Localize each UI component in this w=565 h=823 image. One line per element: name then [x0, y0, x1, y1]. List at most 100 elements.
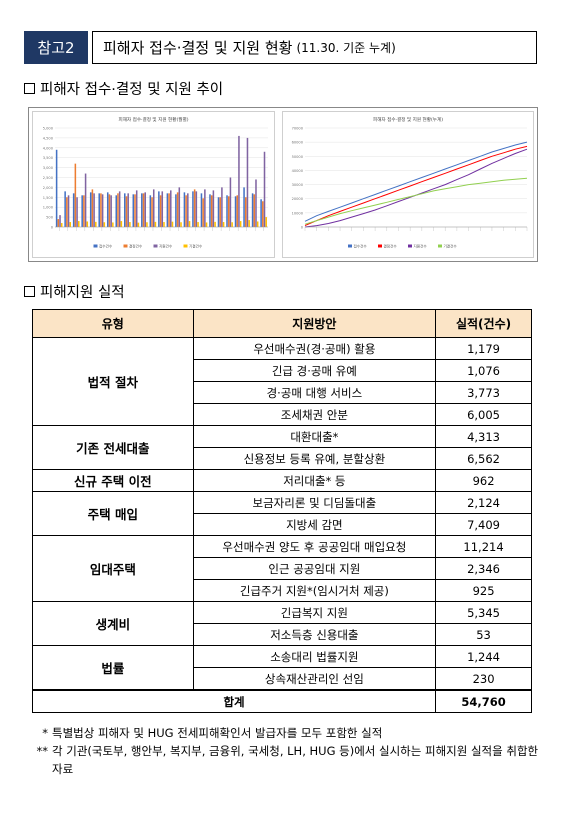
bar	[183, 192, 186, 227]
y-tick-label: 3,500	[43, 156, 54, 160]
y-tick-label: 60000	[292, 141, 304, 145]
table-row: 경·공매 대행 서비스 3,773	[33, 381, 532, 404]
bar	[204, 189, 206, 227]
bar	[180, 222, 182, 227]
bar	[205, 222, 208, 227]
legend-label: 지원건수	[414, 244, 428, 249]
bar	[124, 193, 126, 227]
count-cell: 962	[435, 469, 532, 492]
legend-label: 결정건수	[384, 244, 398, 249]
header-count: 실적(건수)	[435, 309, 532, 338]
bar	[214, 221, 216, 227]
table-row: 주택 매입 보금자리론 및 디딤돌대출 2,124	[32, 491, 532, 536]
table-row: 지방세 감면 7,409	[33, 513, 532, 536]
legend-label: 접수건수	[99, 244, 113, 249]
bar	[248, 220, 250, 227]
bar	[72, 193, 75, 227]
chart-title: 피해자 접수·결정 및 지원 현황(누계)	[373, 116, 443, 123]
count-cell: 1,244	[435, 645, 532, 668]
page-header: 참고2 피해자 접수·결정 및 지원 현황 (11.30. 기준 누계)	[24, 31, 537, 64]
bar	[132, 194, 135, 227]
bar	[100, 193, 102, 227]
method-cell: 긴급 경·공매 유예	[192, 359, 437, 382]
y-tick-label: 500	[46, 216, 54, 220]
bar	[152, 189, 155, 227]
section-support: 피해지원 실적	[24, 281, 125, 302]
y-tick-label: 0	[301, 226, 304, 230]
section-trend: 피해자 접수·결정 및 지원 추이	[24, 78, 223, 99]
header-method: 지원방안	[192, 309, 437, 338]
bar	[251, 193, 254, 227]
bar	[57, 219, 60, 227]
method-cell: 긴급복지 지원	[192, 601, 437, 624]
y-tick-label: 20000	[292, 197, 304, 201]
bar	[120, 221, 123, 227]
support-table: 유형 지원방안 실적(건수) 법적 절차 우선매수권(경·공매) 활용 1,17…	[31, 309, 532, 713]
series-line	[304, 148, 528, 228]
bar	[221, 187, 223, 227]
bar	[55, 149, 58, 227]
bar	[195, 191, 198, 227]
bar	[176, 192, 179, 227]
bar	[246, 137, 249, 227]
table-row: 신규 주택 이전 저리대출* 등 962	[32, 469, 532, 492]
bar	[76, 197, 78, 227]
legend-swatch	[408, 244, 412, 248]
bar	[234, 196, 237, 227]
table-row: 생계비 긴급복지 지원 5,345	[32, 601, 532, 646]
series-line	[304, 141, 528, 222]
section-support-title: 피해지원 실적	[40, 285, 125, 301]
legend-swatch	[123, 244, 128, 248]
table-row: 긴급 경·공매 유예 1,076	[33, 359, 532, 382]
bar	[110, 195, 112, 227]
bar	[84, 173, 87, 227]
bar	[64, 191, 66, 227]
bar	[83, 195, 85, 227]
table-row: 긴급주거 지원*(임시거처 제공) 925	[33, 579, 532, 602]
total-row: 합계 54,760	[31, 689, 532, 713]
y-tick-label: 1,000	[43, 206, 54, 210]
bar	[158, 191, 160, 227]
bar	[219, 197, 221, 227]
chart-title: 피해자 접수·결정 및 지원 현황(월별)	[118, 116, 188, 123]
bar	[222, 222, 225, 227]
count-cell: 2,346	[435, 557, 532, 580]
series-line	[304, 145, 528, 227]
y-tick-label: 4,500	[43, 136, 54, 140]
bar	[151, 197, 153, 227]
bar	[229, 177, 232, 227]
bar	[117, 193, 119, 227]
y-tick-label: 2,000	[43, 186, 54, 190]
bar	[118, 191, 121, 227]
footnote-mark: *	[42, 726, 48, 740]
bar	[168, 193, 170, 227]
bar	[243, 187, 245, 227]
legend-label: 접수건수	[354, 244, 368, 249]
method-cell: 신용정보 등록 유예, 분할상환	[192, 447, 437, 470]
bar	[135, 190, 138, 227]
bar	[146, 222, 148, 227]
category-cell: 기존 전세대출	[32, 425, 194, 470]
count-cell: 2,124	[435, 491, 532, 514]
legend-label: 결정건수	[129, 244, 143, 249]
bar	[137, 222, 140, 227]
bar	[265, 217, 267, 227]
bar	[115, 195, 118, 227]
bar	[231, 222, 233, 227]
legend-label: 기결건수	[444, 244, 458, 249]
bar	[192, 191, 194, 227]
bar	[236, 195, 239, 227]
footnote-mark: **	[36, 744, 49, 758]
bar	[60, 223, 63, 227]
method-cell: 대환대출*	[192, 425, 437, 448]
bar	[69, 222, 72, 227]
category-cell: 주택 매입	[32, 491, 194, 536]
count-cell: 3,773	[435, 381, 532, 404]
bar	[98, 193, 100, 227]
method-cell: 보금자리론 및 디딤돌대출	[192, 491, 437, 514]
legend-swatch	[378, 244, 382, 248]
y-tick-label: 10000	[292, 211, 304, 215]
bar	[108, 194, 111, 227]
total-count: 54,760	[435, 689, 532, 713]
bar	[193, 189, 196, 227]
